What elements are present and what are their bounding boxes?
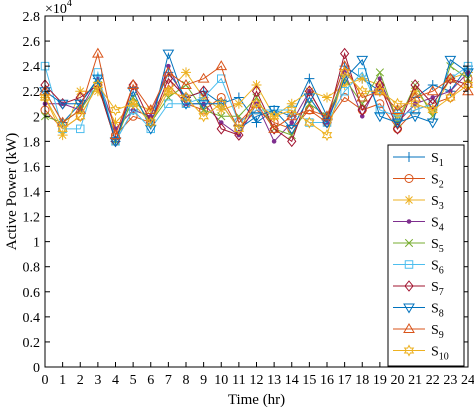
legend-label-subscript: 5 [439, 244, 444, 255]
data-point [290, 121, 294, 125]
y-axis-title: Active Power (kW) [4, 133, 20, 250]
legend-label-base: S [431, 151, 439, 166]
y-multiplier-base: ×10 [45, 2, 67, 17]
x-tick-label: 7 [165, 373, 172, 388]
x-tick-label: 8 [183, 373, 190, 388]
y-tick-label: 2.2 [23, 85, 41, 100]
data-point [252, 80, 262, 90]
x-tick-label: 2 [77, 373, 84, 388]
x-tick-label: 9 [200, 373, 207, 388]
x-tick-label: 6 [147, 373, 154, 388]
legend-label-base: S [431, 259, 439, 274]
x-tick-label: 21 [408, 373, 422, 388]
x-tick-label: 12 [250, 373, 264, 388]
y-tick-label: 0 [33, 361, 40, 376]
series-layer [40, 49, 473, 147]
x-tick-label: 4 [112, 373, 119, 388]
legend-label-base: S [431, 237, 439, 252]
legend-label-base: S [431, 323, 439, 338]
y-tick-label: 1.2 [23, 211, 41, 226]
legend-marker [407, 220, 411, 224]
y-tick-label: 1.8 [23, 135, 41, 150]
y-tick-label: 2 [33, 110, 40, 125]
legend-label-subscript: 7 [439, 287, 444, 298]
y-tick-label: 2.8 [23, 10, 41, 25]
legend-label-subscript: 6 [439, 266, 444, 277]
data-point [199, 74, 209, 83]
x-tick-label: 14 [285, 373, 299, 388]
data-point [234, 99, 244, 109]
y-tick-label: 0.8 [23, 261, 41, 276]
legend-label-base: S [431, 216, 439, 231]
x-tick-label: 13 [267, 373, 281, 388]
y-tick-label: 2.4 [23, 60, 41, 75]
legend-label-base: S [431, 345, 439, 360]
data-point [322, 92, 332, 102]
y-tick-label: 2.6 [23, 35, 41, 50]
legend-label-subscript: 8 [439, 309, 444, 320]
x-tick-label: 0 [42, 373, 49, 388]
data-point [181, 67, 191, 77]
legend-label-subscript: 2 [439, 180, 444, 191]
y-multiplier-exponent: 4 [67, 0, 72, 9]
x-tick-label: 3 [94, 373, 101, 388]
x-tick-label: 16 [320, 373, 334, 388]
data-point [200, 106, 208, 114]
data-point [376, 69, 384, 77]
x-axis-title: Time (hr) [228, 392, 285, 408]
data-point [428, 119, 438, 128]
legend-label-base: S [431, 173, 439, 188]
y-tick-label: 0.2 [23, 336, 41, 351]
data-point [272, 140, 276, 144]
x-tick-label: 5 [130, 373, 137, 388]
legend-marker [404, 195, 414, 205]
x-tick-label: 15 [302, 373, 316, 388]
y-tick-label: 1.6 [23, 160, 41, 175]
legend-label-base: S [431, 302, 439, 317]
legend-label-base: S [431, 194, 439, 209]
legend-label-subscript: 4 [439, 223, 444, 234]
x-tick-label: 24 [461, 373, 474, 388]
data-point [304, 74, 314, 84]
x-tick-label: 23 [443, 373, 457, 388]
legend-label-base: S [431, 280, 439, 295]
x-tick-label: 22 [426, 373, 440, 388]
x-tick-label: 19 [373, 373, 387, 388]
y-tick-label: 0.6 [23, 286, 41, 301]
legend-label-subscript: 3 [439, 201, 444, 212]
x-tick-label: 1 [59, 373, 66, 388]
x-tick-label: 11 [232, 373, 245, 388]
x-tick-label: 17 [338, 373, 352, 388]
y-multiplier-label: ×104 [45, 0, 72, 17]
legend-label-subscript: 9 [439, 330, 444, 341]
x-tick-label: 10 [214, 373, 228, 388]
y-tick-label: 1 [33, 236, 40, 251]
y-tick-label: 0.4 [23, 311, 41, 326]
y-tick-label: 1.4 [23, 186, 41, 201]
x-tick-label: 20 [391, 373, 405, 388]
legend-label-subscript: 10 [439, 352, 449, 363]
legend-label-subscript: 1 [439, 158, 444, 169]
x-tick-label: 18 [355, 373, 369, 388]
